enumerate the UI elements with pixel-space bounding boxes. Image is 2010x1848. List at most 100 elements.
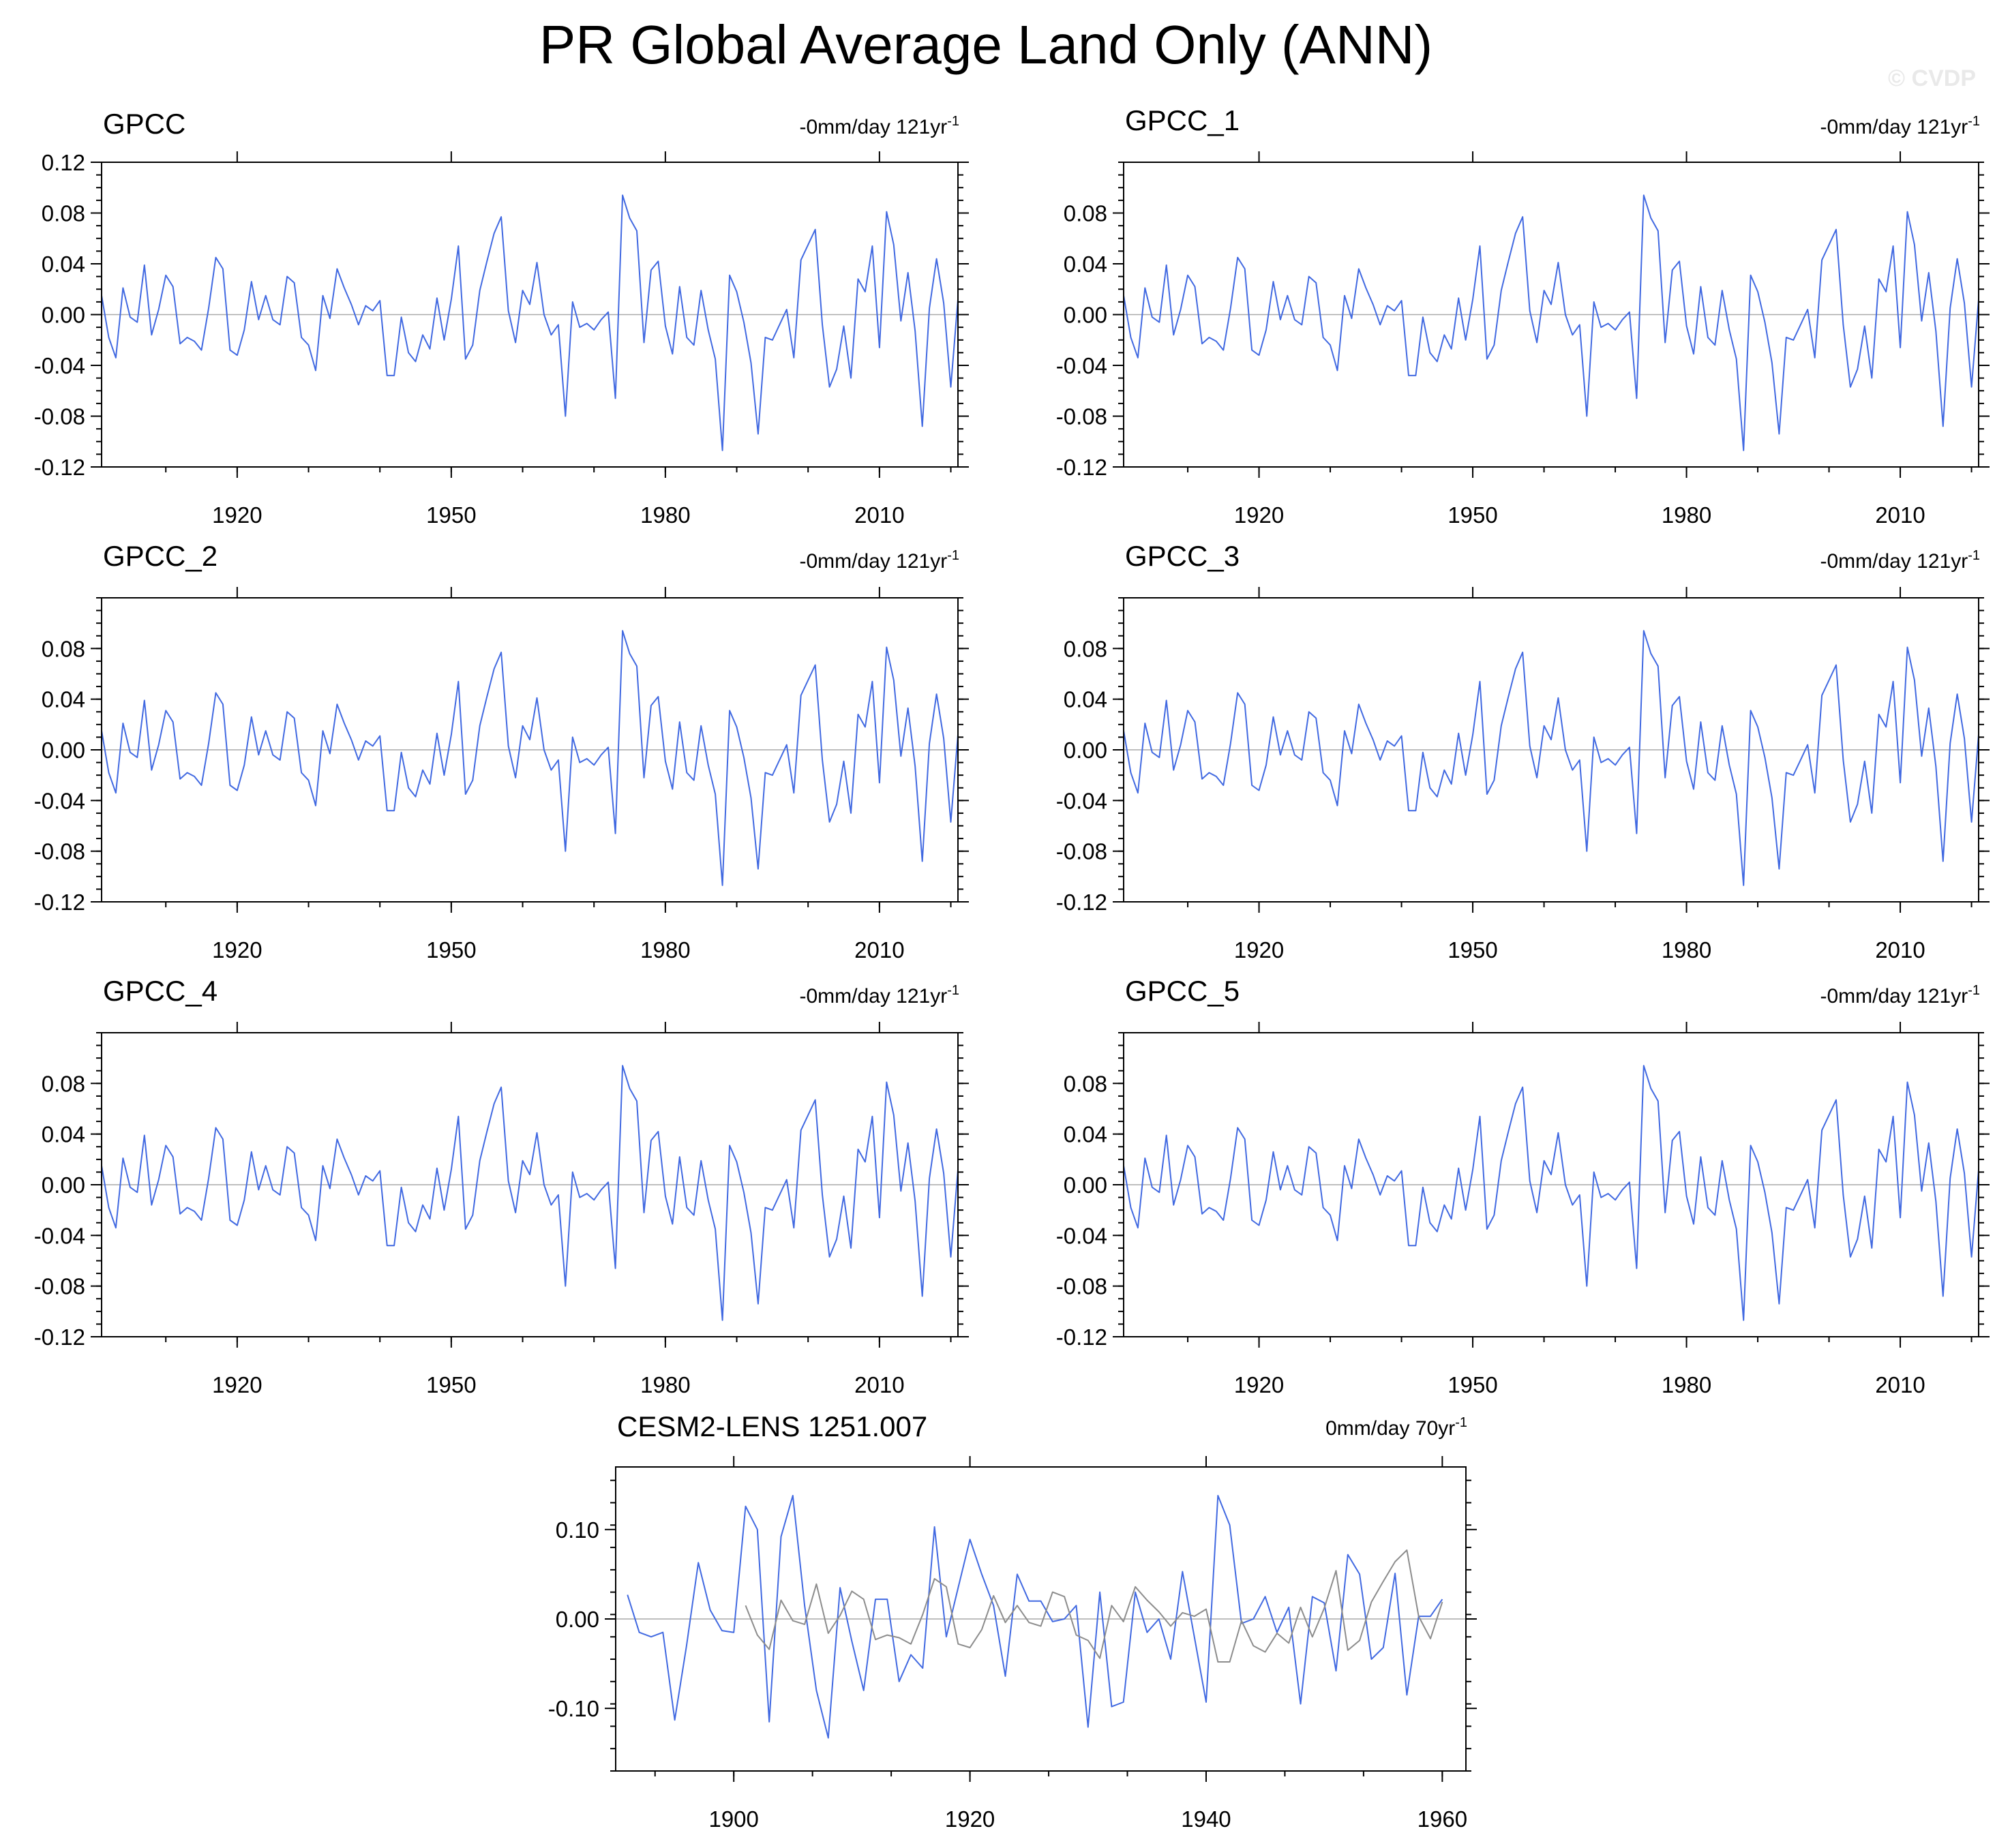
y-tick-label: -0.10 bbox=[548, 1696, 599, 1721]
trend-superscript: -1 bbox=[1968, 114, 1980, 129]
chart-panel-2: GPCC_1 -0mm/day 121yr-1 -0.12 -0.08 -0.04 0.0… bbox=[1056, 104, 1990, 528]
x-tick-label: 1920 bbox=[1234, 502, 1284, 528]
panel-title: GPCC_5 bbox=[1125, 975, 1240, 1007]
x-tick-label: 1950 bbox=[1448, 502, 1497, 528]
x-tick-label: 1960 bbox=[1418, 1806, 1467, 1832]
y-tick-label: -0.04 bbox=[1056, 353, 1107, 378]
plot-frame bbox=[1123, 162, 1979, 468]
y-tick-label: 0.08 bbox=[42, 1071, 85, 1096]
x-tick-label: 1950 bbox=[1448, 1372, 1497, 1397]
y-tick-label: 0.08 bbox=[42, 201, 85, 226]
plot-frame bbox=[101, 1032, 959, 1337]
x-tick-label: 1980 bbox=[1662, 937, 1711, 963]
panel-title: GPCC_2 bbox=[103, 540, 217, 572]
y-tick-label: 0.00 bbox=[1064, 738, 1107, 763]
y-tick-label: -0.12 bbox=[1056, 1324, 1107, 1350]
panel-title: GPCC bbox=[103, 108, 185, 140]
y-tick-label: 0.12 bbox=[42, 150, 85, 175]
trend-superscript: -1 bbox=[947, 548, 959, 563]
trend-superscript: -1 bbox=[947, 114, 959, 129]
x-tick-label: 1980 bbox=[640, 937, 690, 963]
panel-title: GPCC_3 bbox=[1125, 540, 1240, 572]
x-tick-label: 1950 bbox=[426, 1372, 476, 1397]
chart-panel-1: GPCC -0mm/day 121yr-1 -0.12 -0.08 -0.04 0.00 0… bbox=[34, 108, 969, 528]
y-tick-label: 0.04 bbox=[42, 687, 85, 712]
figure-title: PR Global Average Land Only (ANN) bbox=[539, 14, 1432, 75]
x-tick-label: 1920 bbox=[1234, 1372, 1284, 1397]
y-tick-label: -0.04 bbox=[1056, 1223, 1107, 1248]
x-tick-label: 1920 bbox=[945, 1806, 995, 1832]
panel-title: GPCC_4 bbox=[103, 975, 217, 1007]
y-tick-label: -0.04 bbox=[34, 788, 85, 813]
plot-frame bbox=[101, 162, 959, 468]
y-tick-label: 0.04 bbox=[1064, 1122, 1107, 1147]
y-tick-label: -0.08 bbox=[34, 404, 85, 429]
series-line-primary bbox=[1123, 1065, 1979, 1321]
y-tick-label: 0.00 bbox=[556, 1607, 599, 1632]
y-tick-label: 0.04 bbox=[1064, 252, 1107, 277]
y-tick-label: -0.08 bbox=[34, 1274, 85, 1299]
plot-frame bbox=[1123, 1032, 1979, 1337]
panel-trend: -0mm/day 121yr-1 bbox=[1820, 983, 1980, 1008]
x-tick-label: 2010 bbox=[854, 1372, 904, 1397]
panel-trend: -0mm/day 121yr-1 bbox=[1820, 114, 1980, 138]
x-tick-label: 2010 bbox=[1875, 502, 1925, 528]
x-tick-label: 1920 bbox=[212, 502, 262, 528]
chart-panel-7: CESM2-LENS 1251.007 0mm/day 70yr-1 -0.10 0.… bbox=[548, 1410, 1477, 1832]
trend-superscript: -1 bbox=[1455, 1415, 1467, 1430]
series-line-primary bbox=[101, 630, 959, 886]
trend-superscript: -1 bbox=[1968, 548, 1980, 563]
y-tick-label: 0.08 bbox=[1064, 636, 1107, 661]
x-tick-label: 2010 bbox=[854, 502, 904, 528]
series-line-primary bbox=[1123, 630, 1979, 886]
y-tick-label: 0.08 bbox=[1064, 1071, 1107, 1096]
y-tick-label: 0.00 bbox=[1064, 1172, 1107, 1198]
watermark: © CVDP bbox=[1888, 65, 1976, 91]
chart-panel-3: GPCC_2 -0mm/day 121yr-1 -0.12 -0.08 -0.04 0.0… bbox=[34, 540, 969, 963]
panel-trend: -0mm/day 121yr-1 bbox=[799, 983, 959, 1008]
x-tick-label: 1980 bbox=[640, 1372, 690, 1397]
x-tick-label: 2010 bbox=[1875, 1372, 1925, 1397]
panel-trend: -0mm/day 121yr-1 bbox=[799, 548, 959, 573]
chart-panel-6: GPCC_5 -0mm/day 121yr-1 -0.12 -0.08 -0.04 0.0… bbox=[1056, 975, 1990, 1397]
x-tick-label: 1950 bbox=[426, 937, 476, 963]
plot-frame bbox=[615, 1466, 1467, 1772]
y-tick-label: 0.08 bbox=[1064, 201, 1107, 226]
series-line-secondary bbox=[745, 1549, 1443, 1663]
panel-trend: -0mm/day 121yr-1 bbox=[799, 114, 959, 138]
y-tick-label: 0.00 bbox=[1064, 303, 1107, 328]
x-tick-label: 1920 bbox=[212, 937, 262, 963]
y-tick-label: 0.00 bbox=[42, 303, 85, 328]
y-tick-label: 0.04 bbox=[1064, 687, 1107, 712]
y-tick-label: -0.08 bbox=[1056, 1274, 1107, 1299]
panels: GPCC -0mm/day 121yr-1 -0.12 -0.08 -0.04 0.00 0… bbox=[34, 104, 1990, 1832]
series-line-primary bbox=[101, 1065, 959, 1321]
panel-title: CESM2-LENS 1251.007 bbox=[617, 1410, 927, 1442]
plot-frame bbox=[1123, 597, 1979, 903]
panel-title: GPCC_1 bbox=[1125, 104, 1240, 136]
plot-frame bbox=[101, 597, 959, 903]
x-tick-label: 1920 bbox=[1234, 937, 1284, 963]
y-tick-label: -0.12 bbox=[34, 455, 85, 480]
x-tick-label: 1940 bbox=[1181, 1806, 1231, 1832]
panel-trend: 0mm/day 70yr-1 bbox=[1325, 1415, 1467, 1440]
y-tick-label: -0.08 bbox=[34, 839, 85, 864]
series-line-primary bbox=[627, 1495, 1443, 1739]
x-tick-label: 1950 bbox=[426, 502, 476, 528]
y-tick-label: 0.00 bbox=[42, 1172, 85, 1198]
series-line-primary bbox=[1123, 194, 1979, 451]
y-tick-label: -0.08 bbox=[1056, 404, 1107, 429]
y-tick-label: -0.12 bbox=[34, 1324, 85, 1350]
y-tick-label: 0.04 bbox=[42, 1122, 85, 1147]
chart-panel-5: GPCC_4 -0mm/day 121yr-1 -0.12 -0.08 -0.04 0.0… bbox=[34, 975, 969, 1397]
x-tick-label: 1900 bbox=[708, 1806, 758, 1832]
x-tick-label: 1950 bbox=[1448, 937, 1497, 963]
y-tick-label: -0.04 bbox=[1056, 788, 1107, 813]
trend-superscript: -1 bbox=[1968, 983, 1980, 998]
y-tick-label: 0.04 bbox=[42, 252, 85, 277]
x-tick-label: 1980 bbox=[1662, 1372, 1711, 1397]
y-tick-label: -0.12 bbox=[1056, 890, 1107, 915]
y-tick-label: -0.04 bbox=[34, 1223, 85, 1248]
x-tick-label: 1920 bbox=[212, 1372, 262, 1397]
